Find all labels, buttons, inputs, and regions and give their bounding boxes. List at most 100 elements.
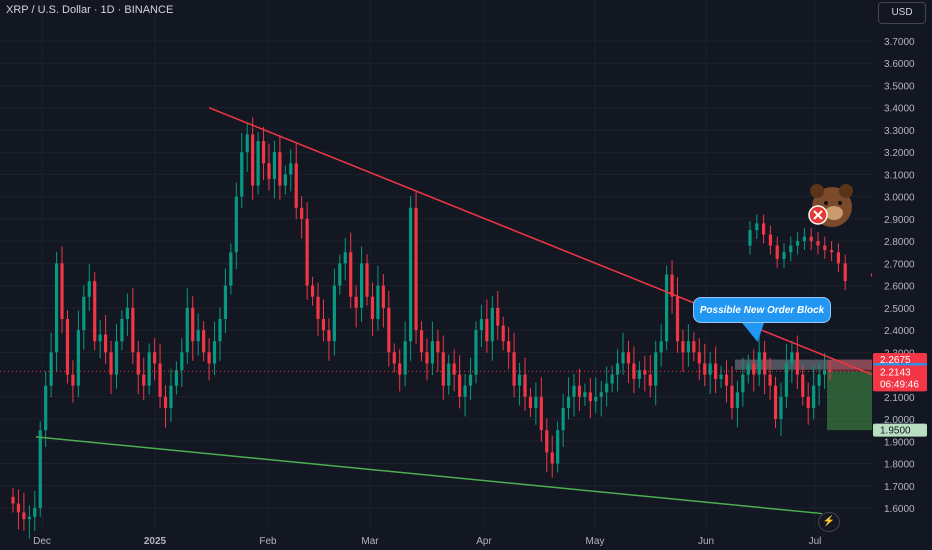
candle-body — [223, 285, 228, 319]
candle-body — [637, 370, 641, 380]
candle-body — [468, 374, 473, 386]
candle-body — [528, 396, 533, 408]
x-tick-label: Dec — [33, 536, 51, 547]
x-tick-label: Apr — [476, 536, 492, 547]
candle-body — [163, 396, 168, 408]
candle-body — [714, 363, 718, 380]
candle-body — [327, 330, 331, 342]
candle-body — [289, 163, 293, 175]
y-tick-label: 2.7000 — [884, 259, 915, 270]
candle-body — [643, 370, 647, 375]
price-tag-label: 1.9500 — [880, 426, 911, 437]
candle-body — [830, 250, 834, 253]
candle-body — [343, 252, 347, 264]
price-axis-bg — [872, 0, 932, 550]
candle-body — [730, 385, 734, 408]
price-axis[interactable]: 3.7000 3.6000 3.5000 3.4000 3.3000 3.2000 3.10… — [872, 0, 932, 550]
y-tick-label: 1.7000 — [884, 482, 915, 493]
candle-body — [430, 341, 434, 364]
candle-body — [836, 252, 840, 264]
candle-body — [708, 363, 712, 375]
candle-body — [605, 383, 609, 393]
countdown-label: 06:49:46 — [880, 379, 919, 390]
candle-body — [229, 252, 233, 286]
price-tag-label: 2.2675 — [880, 355, 911, 366]
candle-body — [321, 318, 326, 331]
candle-body — [822, 370, 827, 375]
candle-body — [245, 134, 249, 153]
candle-body — [153, 352, 157, 364]
candle-body — [11, 496, 15, 504]
candle-body — [147, 352, 151, 386]
candle-body — [180, 352, 184, 371]
trendlines[interactable] — [0, 107, 873, 515]
candle-body — [49, 352, 53, 386]
candle-body — [202, 330, 206, 353]
candle-body — [566, 396, 571, 408]
candle-body — [775, 245, 779, 259]
candle-body — [403, 341, 407, 375]
candle-body — [626, 352, 631, 364]
candle-body — [278, 152, 282, 186]
candle-body — [419, 330, 424, 353]
ascending-support-line — [35, 436, 823, 515]
x-tick-label: May — [586, 536, 605, 547]
y-tick-label: 1.8000 — [884, 460, 915, 471]
candle-body — [479, 318, 484, 331]
candle-body — [474, 330, 478, 375]
candle-body — [87, 281, 91, 297]
candle-body — [120, 318, 124, 342]
candle-body — [425, 352, 429, 364]
candle-body — [251, 134, 255, 186]
candle-body — [196, 330, 200, 342]
candle-body — [212, 341, 217, 364]
y-tick-label: 3.1000 — [884, 170, 915, 181]
candle-body — [452, 363, 456, 375]
candle-body — [283, 174, 287, 186]
candle-body — [490, 307, 494, 342]
x-tick-label: Feb — [259, 536, 277, 547]
candle-body — [38, 430, 42, 508]
candle-body — [816, 241, 820, 246]
candle-body — [485, 318, 489, 342]
candle-body — [169, 385, 173, 408]
candle-body — [817, 374, 821, 386]
bear-sticker — [808, 184, 853, 227]
candle-body — [801, 374, 805, 397]
candle-body — [441, 352, 445, 386]
candle-body — [654, 352, 658, 386]
candle-body — [512, 352, 516, 386]
y-tick-label: 3.6000 — [884, 59, 915, 70]
price-tag — [873, 365, 927, 392]
descending-resistance-line — [208, 107, 873, 376]
price-tag — [873, 423, 927, 437]
candle-body — [22, 512, 26, 520]
currency-button[interactable]: USD — [878, 2, 926, 24]
time-axis[interactable]: Dec 2025 Feb Mar Apr May Jun Jul — [33, 536, 821, 547]
candle-body — [376, 285, 380, 319]
candle-body — [436, 341, 440, 353]
candle-body — [365, 263, 369, 297]
candle-body — [802, 236, 806, 242]
candle-body — [310, 285, 315, 297]
candle-body — [98, 334, 102, 342]
candle-body — [670, 274, 674, 297]
candle-body — [414, 207, 418, 331]
y-tick-label: 3.7000 — [884, 37, 915, 48]
candle-body — [93, 281, 97, 342]
candle-body — [755, 223, 759, 231]
candle-body — [359, 263, 364, 308]
candle-body — [610, 374, 614, 384]
candle-body — [71, 374, 75, 386]
y-tick-label: 3.0000 — [884, 193, 915, 204]
candle-body — [218, 318, 222, 342]
candle-body — [790, 352, 794, 364]
lightning-icon[interactable]: ⚡ — [818, 512, 840, 532]
order-block-annotation[interactable]: Possible New Order Block — [693, 297, 831, 323]
candle-body — [828, 370, 832, 372]
candle-body — [234, 196, 238, 253]
candle-body — [789, 245, 793, 253]
candle-body — [782, 252, 786, 259]
